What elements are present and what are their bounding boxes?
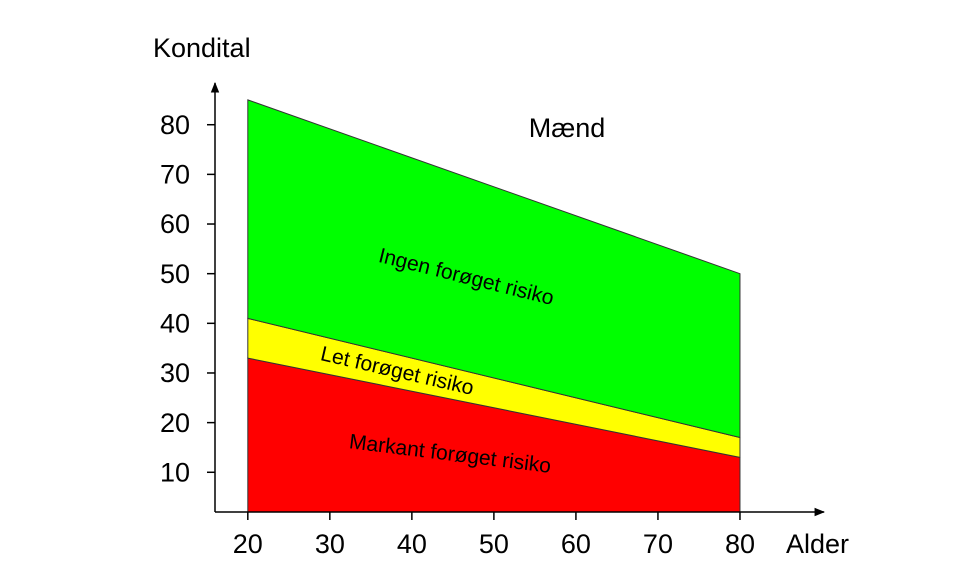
chart-title: Mænd <box>529 113 606 143</box>
y-tick-label: 20 <box>160 408 190 438</box>
area <box>247 99 741 439</box>
y-tick-label: 50 <box>160 259 190 289</box>
x-tick-label: 30 <box>315 529 345 559</box>
y-tick-label: 40 <box>160 308 190 338</box>
x-tick-label: 20 <box>233 529 263 559</box>
x-tick-label: 80 <box>725 529 755 559</box>
y-tick-label: 80 <box>160 110 190 140</box>
y-tick-label: 10 <box>160 457 190 487</box>
x-tick-label: 60 <box>561 529 591 559</box>
y-axis-label: Kondital <box>153 33 251 63</box>
x-axis-label: Alder <box>786 529 849 559</box>
x-tick-label: 70 <box>643 529 673 559</box>
y-tick-label: 30 <box>160 358 190 388</box>
x-tick-label: 40 <box>397 529 427 559</box>
y-tick-label: 60 <box>160 209 190 239</box>
x-tick-label: 50 <box>479 529 509 559</box>
y-tick-label: 70 <box>160 159 190 189</box>
